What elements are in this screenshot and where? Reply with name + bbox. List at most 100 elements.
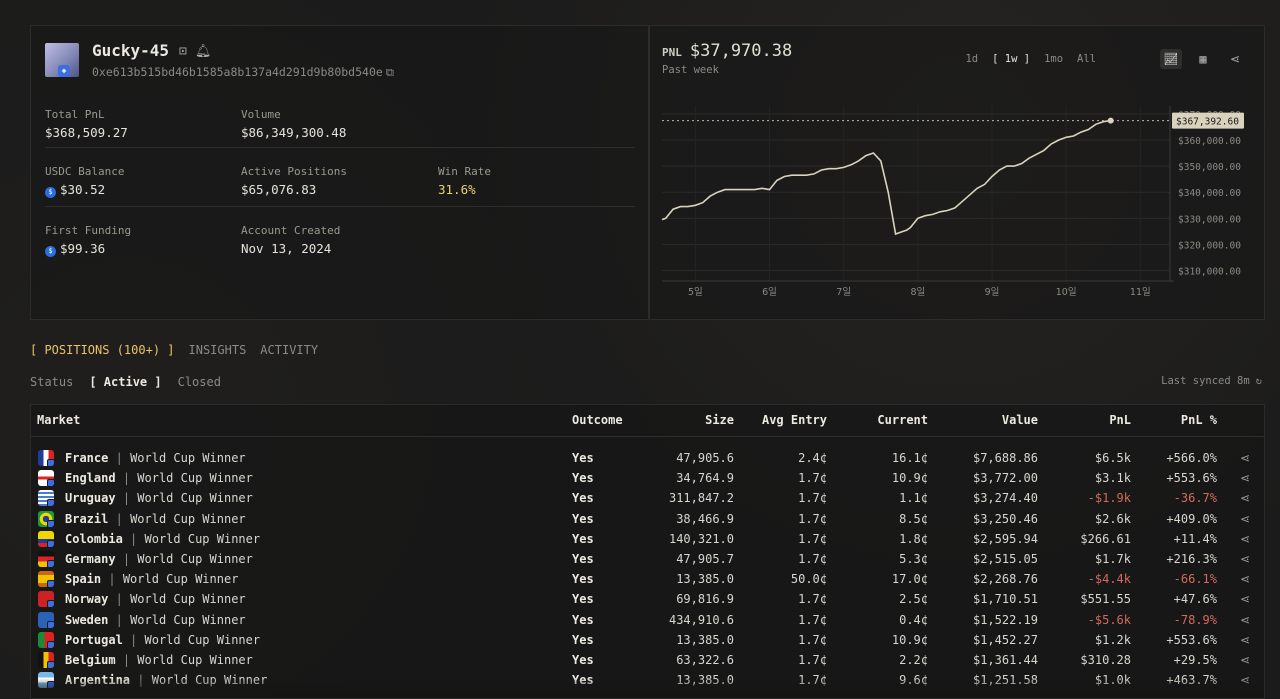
table-row[interactable]: Brazil | World Cup Winner Yes 38,466.9 1.7¢… (31, 509, 1264, 529)
market-cell[interactable]: England | World Cup Winner (65, 468, 253, 488)
y-tick-label: $350,000.00 (1178, 162, 1241, 173)
range-option[interactable]: 1d (965, 53, 979, 65)
table-row[interactable]: Norway | World Cup Winner Yes 69,816.9 1.7¢… (31, 589, 1264, 609)
share-icon[interactable]: ⋖ (1239, 592, 1250, 607)
market-country: Spain (65, 572, 102, 587)
calendar-icon[interactable]: ▦ (1199, 52, 1207, 66)
status-active-button[interactable]: [ Active ] (89, 375, 162, 389)
market-cell[interactable]: Brazil | World Cup Winner (65, 509, 246, 529)
separator: | (115, 451, 123, 465)
share-icon[interactable]: ⋖ (1239, 653, 1250, 667)
pnl-cell: -$5.6k (1087, 612, 1131, 627)
market-type: World Cup Winner (130, 592, 246, 607)
flag-icon (38, 490, 54, 507)
value-cell: $2,268.76 (972, 572, 1038, 587)
market-type: World Cup Winner (130, 511, 246, 526)
divider (45, 206, 635, 207)
table-row[interactable]: Uruguay | World Cup Winner Yes 311,847.2 1.… (31, 488, 1264, 508)
current-value-badge (1172, 112, 1244, 129)
stat-label: Win Rate (438, 165, 491, 178)
market-country: Norway (65, 592, 109, 607)
y-tick-label: $330,000.00 (1178, 214, 1241, 225)
col-header-avg-entry[interactable]: Avg Entry (761, 413, 827, 427)
table-row[interactable]: Germany | World Cup Winner Yes 47,905.7 1.7… (31, 549, 1264, 569)
tab-positions[interactable]: [ POSITIONS (100+) ] (30, 343, 175, 357)
share-icon[interactable]: ⋖ (1239, 451, 1250, 465)
avg-entry-cell: 1.7¢ (798, 552, 827, 566)
share-icon[interactable]: ⋖ (1239, 471, 1250, 486)
copy-icon[interactable]: ⧉ (385, 65, 395, 79)
separator: | (115, 511, 123, 526)
tab-insights[interactable]: INSIGHTS (188, 343, 247, 357)
value-cell: $1,452.27 (972, 632, 1038, 647)
section-tabs: [ POSITIONS (100+) ] INSIGHTS ACTIVITY (30, 343, 318, 357)
status-label: Status (30, 375, 74, 389)
pnl-period: Past week (662, 64, 719, 76)
table-row[interactable]: Sweden | World Cup Winner Yes 434,910.6 1.7… (31, 610, 1264, 630)
stat-value: $30.52 (60, 182, 106, 197)
status-closed-button[interactable]: Closed (177, 375, 221, 389)
pnl-pct-cell: +29.5% (1173, 653, 1217, 667)
col-header-market[interactable]: Market (37, 413, 81, 427)
outcome-cell: Yes (572, 653, 594, 667)
share-icon[interactable]: ⋖ (1239, 531, 1250, 546)
market-cell[interactable]: Portugal | World Cup Winner (65, 630, 260, 650)
market-cell[interactable]: France | World Cup Winner (65, 448, 246, 468)
y-tick-label: $360,000.00 (1178, 136, 1241, 147)
market-cell[interactable]: Germany | World Cup Winner (65, 549, 253, 569)
bell-icon[interactable]: 🔔︎ (194, 44, 212, 59)
stat-value: Nov 13, 2024 (241, 241, 332, 256)
y-tick-label: $310,000.00 (1178, 267, 1241, 278)
current-cell: 17.0¢ (891, 572, 928, 587)
market-cell[interactable]: Uruguay | World Cup Winner (65, 488, 253, 508)
market-cell[interactable]: Norway | World Cup Winner (65, 589, 246, 609)
stat-label: Volume (241, 108, 281, 121)
separator: | (115, 612, 123, 627)
col-header-value[interactable]: Value (1001, 413, 1038, 427)
username: Gucky-45 (92, 41, 170, 60)
range-option[interactable]: 1mo (1044, 53, 1064, 65)
share-icon[interactable]: ⋖ (1229, 52, 1241, 66)
line-chart-icon[interactable]: 📈︎ (1160, 49, 1182, 69)
col-header-size[interactable]: Size (705, 413, 734, 427)
share-icon[interactable]: ⋖ (1239, 632, 1250, 647)
pnl-pct-cell: +553.6% (1166, 471, 1217, 486)
table-row[interactable]: Spain | World Cup Winner Yes 13,385.0 50.0¢… (31, 569, 1264, 589)
separator: | (108, 572, 116, 587)
current-cell: 5.3¢ (899, 552, 928, 566)
market-cell[interactable]: Sweden | World Cup Winner (65, 610, 246, 630)
market-cell[interactable]: Colombia | World Cup Winner (65, 529, 260, 549)
range-option[interactable]: [ 1w ] (992, 53, 1031, 65)
table-row[interactable]: France | World Cup Winner Yes 47,905.6 2.4¢… (31, 448, 1264, 468)
share-icon[interactable]: ⋖ (1239, 511, 1250, 526)
stat-first-funding: First Funding $ $99.36 (45, 224, 131, 257)
separator: | (122, 552, 131, 566)
value-cell: $7,688.86 (972, 451, 1038, 465)
market-country: Belgium (65, 653, 116, 667)
market-type: World Cup Winner (144, 632, 261, 647)
market-cell[interactable]: Belgium | World Cup Winner (65, 650, 253, 670)
market-cell[interactable]: Spain | World Cup Winner (65, 569, 238, 589)
range-option[interactable]: All (1077, 53, 1096, 65)
table-row[interactable]: England | World Cup Winner Yes 34,764.9 1.7… (31, 468, 1264, 488)
col-header-pnl-pct[interactable]: PnL % (1180, 413, 1217, 427)
share-icon[interactable]: ⋖ (1239, 572, 1250, 587)
share-icon[interactable]: ⋖ (1239, 612, 1250, 627)
current-cell: 0.4¢ (899, 612, 928, 627)
table-row[interactable]: Belgium | World Cup Winner Yes 63,322.6 1.7… (31, 650, 1264, 670)
bot-icon: ⊡ (179, 44, 187, 59)
table-row[interactable]: Portugal | World Cup Winner Yes 13,385.0 1.… (31, 630, 1264, 650)
table-row[interactable]: Colombia | World Cup Winner Yes 140,321.0 1… (31, 529, 1264, 549)
flag-icon (38, 510, 54, 527)
flag-icon (38, 631, 54, 648)
col-header-pnl[interactable]: PnL (1109, 413, 1131, 427)
refresh-icon[interactable]: ↻ (1255, 375, 1262, 387)
usdc-coin-icon: $ (45, 246, 56, 257)
share-icon[interactable]: ⋖ (1239, 491, 1250, 506)
sync-status: Last synced 8m ↻ (1161, 375, 1262, 387)
share-icon[interactable]: ⋖ (1239, 552, 1250, 566)
col-header-outcome[interactable]: Outcome (572, 413, 623, 427)
tab-activity[interactable]: ACTIVITY (260, 343, 319, 357)
col-header-current[interactable]: Current (877, 413, 928, 427)
current-cell: 10.9¢ (891, 471, 928, 486)
